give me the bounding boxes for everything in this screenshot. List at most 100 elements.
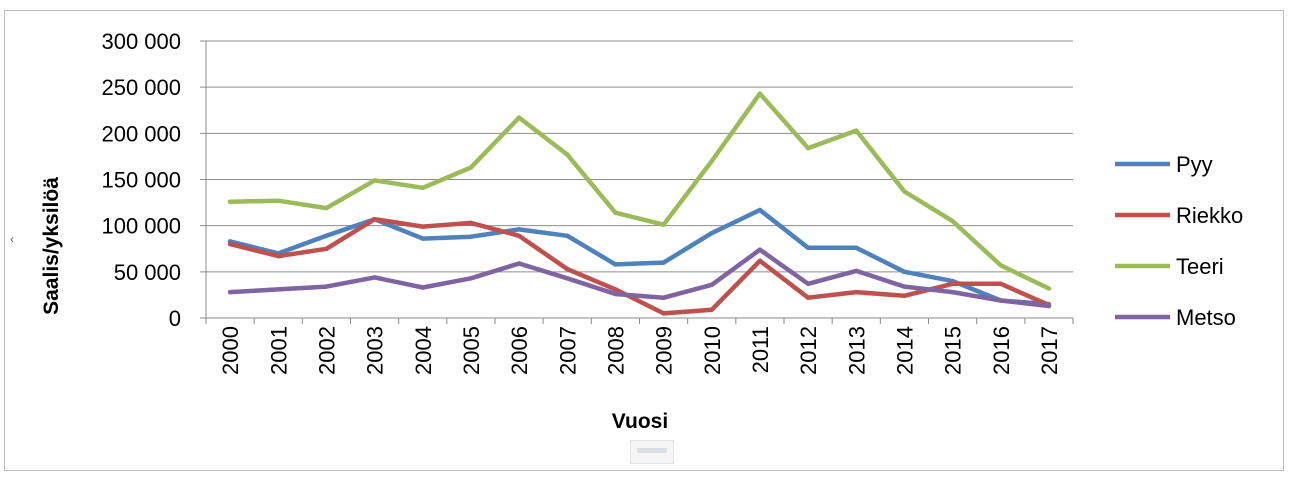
data-point-riekko [950,281,955,287]
data-point-metso [854,268,859,274]
data-point-riekko [516,233,522,239]
data-point-metso [516,261,522,266]
data-point-metso [998,298,1003,303]
legend: Pyy Riekko Teeri Metso [1115,152,1243,330]
data-point-teeri [565,152,570,157]
series-lines [227,91,1052,316]
data-point-metso [420,285,425,290]
data-point-riekko [902,293,907,299]
y-tick-label: 0 [169,306,181,331]
data-point-teeri [902,189,907,194]
data-point-metso [324,284,329,289]
watermark-logo [630,440,674,464]
series-line-riekko [227,216,1052,316]
data-point-teeri [854,128,859,133]
x-tick-label: 2003 [363,326,388,375]
data-point-teeri [276,198,281,203]
data-point-teeri [420,185,425,191]
data-point-metso [468,276,474,281]
data-point-teeri [805,145,811,151]
data-point-pyy [661,260,666,265]
x-tick-label: 2000 [218,326,243,375]
series-line-teeri [227,91,1052,291]
y-tick-label: 50 000 [114,260,181,285]
data-point-riekko [420,224,425,229]
y-tick-label: 100 000 [101,214,181,239]
legend-label-pyy: Pyy [1176,152,1213,177]
x-tick-label: 2008 [603,326,628,375]
x-tick-label: 2017 [1037,326,1062,375]
data-point-teeri [324,205,329,211]
x-tick-label: 2006 [507,326,532,375]
data-point-metso [902,284,907,289]
data-point-metso [661,295,666,300]
data-point-pyy [420,236,425,241]
x-tick-label: 2004 [411,326,436,375]
data-point-metso [372,275,377,280]
data-point-metso [950,289,955,295]
data-point-metso [757,247,763,252]
x-tick-label: 2009 [652,326,677,375]
data-point-pyy [516,227,522,232]
data-point-riekko [854,289,859,295]
data-point-metso [276,287,281,292]
y-tick-label: 200 000 [101,121,181,146]
data-point-riekko [565,266,570,272]
x-tick-label: 2002 [314,326,339,375]
data-point-teeri [516,115,522,120]
data-point-riekko [613,287,618,292]
data-point-riekko [805,295,811,300]
y-tick-label: 250 000 [101,75,181,100]
data-point-metso [1046,303,1052,309]
data-point-teeri [998,263,1003,268]
data-point-teeri [709,158,714,164]
x-tick-label: 2012 [796,326,821,375]
data-point-pyy [324,233,329,239]
x-tick-label: 2015 [941,326,966,375]
x-tick-label: 2010 [700,326,725,375]
data-point-teeri [1046,286,1052,291]
x-tick-label: 2005 [459,326,484,375]
data-point-metso [709,282,714,287]
legend-label-teeri: Teeri [1176,254,1224,279]
data-point-teeri [613,210,618,215]
data-point-teeri [468,165,474,170]
data-point-riekko [757,258,763,263]
gridlines [200,40,1073,319]
y-tick-label: 300 000 [101,29,181,54]
data-point-riekko [661,311,666,316]
x-tick-label: 2016 [989,326,1014,375]
data-point-metso [565,276,570,281]
y-tick-label: 150 000 [101,168,181,193]
data-point-metso [613,291,618,297]
data-point-pyy [805,245,811,251]
x-tick-label: 2014 [892,326,917,375]
legend-label-metso: Metso [1176,305,1236,330]
data-point-pyy [757,207,763,213]
series-line-metso [227,247,1052,309]
data-point-pyy [854,245,859,251]
data-point-riekko [227,241,233,247]
data-point-teeri [372,178,377,183]
data-point-teeri [227,199,233,204]
x-axis-label: Vuosi [612,410,668,433]
data-point-teeri [661,222,666,227]
y-axis-label: Saalis/yksilöä [40,177,63,315]
data-point-riekko [372,217,377,222]
chevron-left-icon[interactable]: ‹ [10,232,14,246]
data-point-pyy [565,233,570,239]
x-tick-label: 2001 [266,326,291,375]
data-point-pyy [902,269,907,275]
data-point-riekko [709,307,714,312]
x-axis: 2000 2001 2002 2003 2004 2005 2006 2007 2008 2009… [205,318,1074,375]
data-point-teeri [757,91,763,96]
x-tick-label: 2007 [555,326,580,375]
x-tick-label: 2013 [844,326,869,375]
data-point-riekko [998,281,1003,287]
data-point-riekko [276,253,281,259]
data-point-pyy [709,230,714,236]
data-point-riekko [468,220,474,226]
y-axis: 0 50 000 100 000 150 000 200 000 250 000 300 0… [101,29,207,331]
data-point-riekko [324,246,329,251]
